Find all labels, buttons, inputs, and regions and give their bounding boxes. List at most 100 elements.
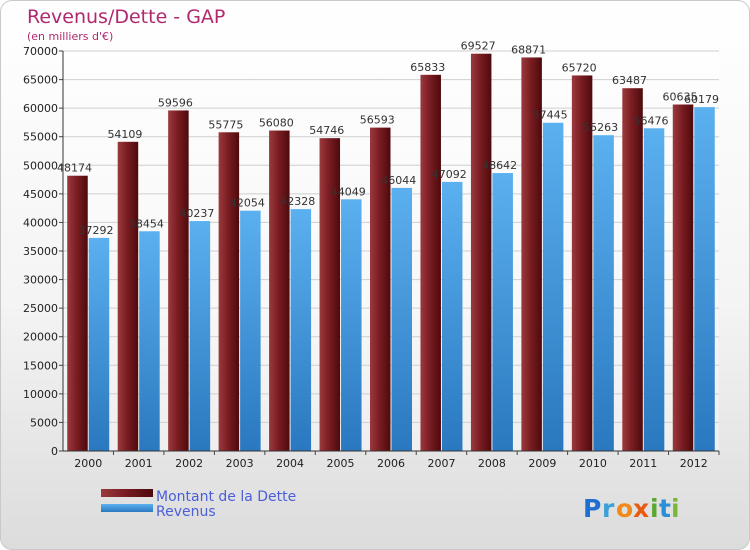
bar-revenus <box>139 231 160 451</box>
data-label: 55263 <box>583 121 618 134</box>
bar-revenus <box>441 181 463 451</box>
y-tick-label: 5000 <box>30 416 58 429</box>
data-label: 54109 <box>107 128 142 141</box>
data-label: 60635 <box>663 91 698 104</box>
bar-dette <box>622 88 643 452</box>
bar-revenus <box>391 187 412 452</box>
bar-dette <box>370 127 391 452</box>
bar-revenus <box>341 199 362 451</box>
data-label: 48642 <box>482 159 517 172</box>
x-tick-label: 2009 <box>528 457 556 470</box>
data-label: 42328 <box>280 195 315 208</box>
data-label: 47092 <box>432 168 467 181</box>
data-label: 37292 <box>78 224 113 237</box>
bar-revenus <box>694 107 715 452</box>
x-tick-label: 2008 <box>478 457 506 470</box>
grid-lines <box>63 50 719 452</box>
legend-swatch-revenus <box>101 504 153 512</box>
data-label: 57445 <box>533 109 568 122</box>
bar-revenus <box>643 128 665 451</box>
y-tick-label: 70000 <box>23 45 58 58</box>
bar-dette <box>470 53 492 452</box>
legend-swatch-dette <box>101 489 153 497</box>
svg-text:x: x <box>633 494 649 523</box>
chart-title: Revenus/Dette - GAP <box>27 6 225 28</box>
data-label: 40237 <box>179 207 214 220</box>
bar-revenus <box>593 135 614 451</box>
data-label: 48174 <box>57 162 92 175</box>
legend-label-dette: Montant de la Dette <box>156 489 296 505</box>
x-tick-label: 2010 <box>579 457 607 470</box>
svg-text:r: r <box>602 494 615 523</box>
chart-subtitle: (en milliers d'€) <box>27 30 113 43</box>
legend-label-revenus: Revenus <box>156 504 216 520</box>
y-tick-label: 15000 <box>23 359 58 372</box>
x-tick-label: 2002 <box>175 457 203 470</box>
proxiti-logo: P r o x i t i <box>583 494 680 523</box>
y-tick-label: 65000 <box>23 74 58 87</box>
data-label: 44049 <box>331 185 366 198</box>
bar-revenus <box>492 173 513 451</box>
bar-dette <box>672 104 694 451</box>
bar-dette <box>67 175 88 451</box>
bar-revenus <box>189 221 211 451</box>
y-tick-label: 25000 <box>23 302 58 315</box>
svg-text:t: t <box>659 494 671 523</box>
data-label: 56593 <box>360 114 395 127</box>
y-tick-label: 10000 <box>23 388 58 401</box>
y-tick-label: 20000 <box>23 331 58 344</box>
y-tick-label: 40000 <box>23 216 58 229</box>
data-label: 38454 <box>129 217 164 230</box>
data-label: 59596 <box>158 96 193 109</box>
bar-revenus <box>88 237 110 451</box>
x-tick-label: 2005 <box>327 457 355 470</box>
y-tick-label: 55000 <box>23 131 58 144</box>
bar-dette <box>420 74 441 451</box>
y-tick-label: 50000 <box>23 159 58 172</box>
data-label: 54746 <box>309 124 344 137</box>
bar-dette <box>521 57 542 452</box>
y-tick-label: 30000 <box>23 274 58 287</box>
data-label: 46044 <box>381 174 416 187</box>
svg-text:o: o <box>616 494 633 523</box>
x-tick-label: 2000 <box>74 457 102 470</box>
x-tick-label: 2003 <box>226 457 254 470</box>
y-tick-label: 60000 <box>23 102 58 115</box>
data-label: 63487 <box>612 74 647 87</box>
bar-dette <box>218 132 240 452</box>
data-label: 56476 <box>634 114 669 127</box>
legend: Montant de la Dette Revenus <box>101 489 296 520</box>
x-tick-label: 2012 <box>680 457 708 470</box>
x-tick-label: 2007 <box>427 457 455 470</box>
data-label: 69527 <box>461 40 496 53</box>
value-labels: 48174 37292 54109 38454 59596 40237 55775 42054… <box>57 40 719 237</box>
bar-dette <box>571 75 593 451</box>
data-label: 56080 <box>259 117 294 130</box>
bar-dette <box>117 141 139 451</box>
x-tick-label: 2006 <box>377 457 405 470</box>
x-tick-label: 2011 <box>629 457 657 470</box>
bar-revenus <box>240 210 261 451</box>
data-label: 42054 <box>230 197 265 210</box>
y-tick-label: 45000 <box>23 188 58 201</box>
bar-dette <box>269 130 290 452</box>
data-label: 65720 <box>562 61 597 74</box>
y-tick-label: 35000 <box>23 245 58 258</box>
x-tick-label: 2004 <box>276 457 304 470</box>
axes: 0 5000 10000 15000 20000 25000 30000 35000 40000… <box>23 45 720 470</box>
data-label: 65833 <box>410 61 445 74</box>
bar-dette <box>319 138 341 451</box>
svg-text:P: P <box>583 494 601 523</box>
y-tick-label: 0 <box>51 445 58 458</box>
data-label: 60179 <box>684 93 719 106</box>
svg-text:i: i <box>650 494 659 523</box>
bars <box>67 53 715 452</box>
bar-revenus <box>542 122 564 451</box>
svg-text:i: i <box>671 494 680 523</box>
x-tick-label: 2001 <box>125 457 153 470</box>
data-label: 68871 <box>511 43 546 56</box>
bar-revenus <box>290 209 312 451</box>
data-label: 55775 <box>208 118 243 131</box>
